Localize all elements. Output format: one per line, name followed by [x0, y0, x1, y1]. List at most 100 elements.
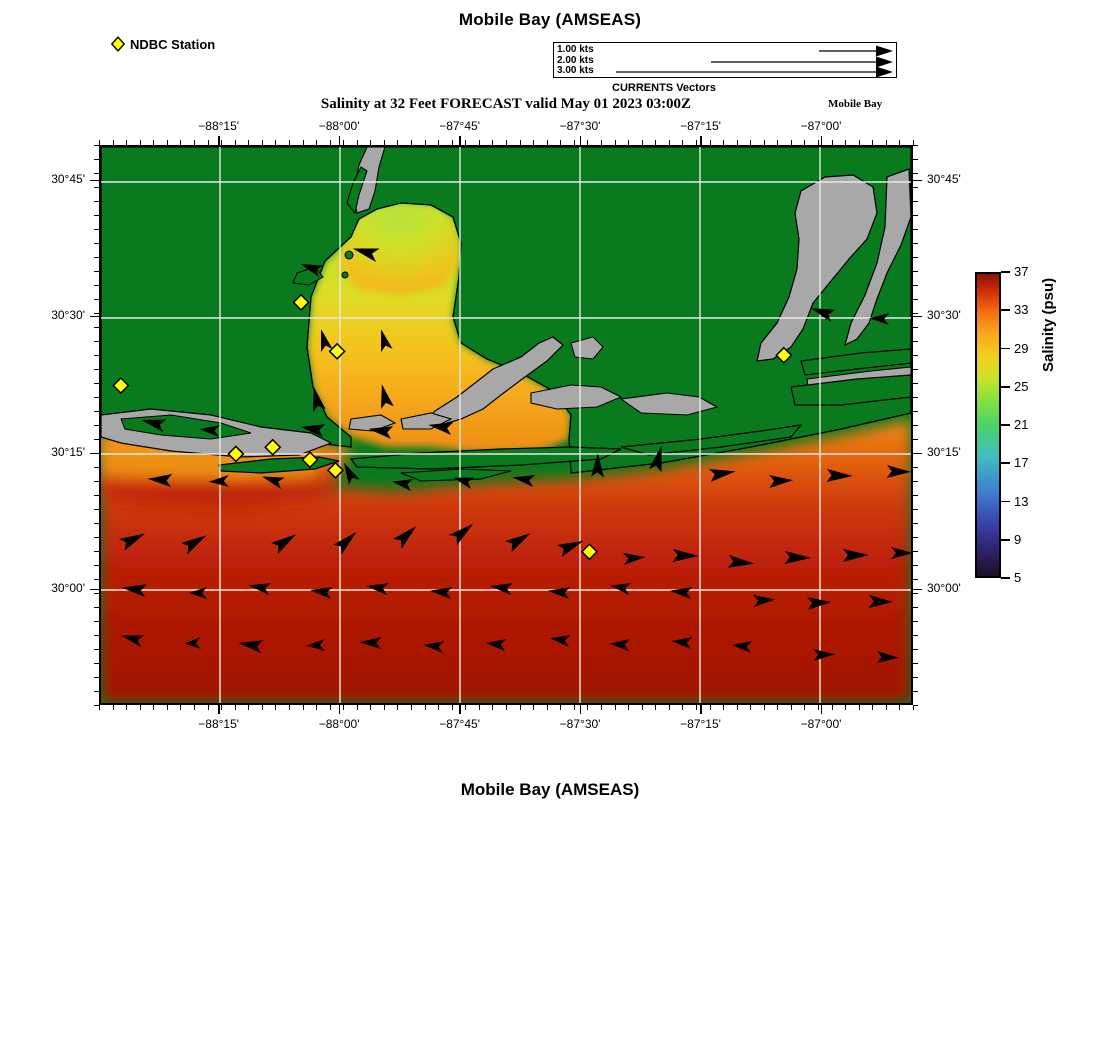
y-major-tick [90, 452, 99, 455]
x-minor-tick [329, 140, 331, 145]
y-major-tick [90, 315, 99, 318]
x-minor-tick [831, 705, 833, 710]
y-minor-tick [94, 537, 99, 538]
x-minor-tick [383, 705, 385, 710]
x-minor-tick [506, 140, 507, 145]
ndbc-station-marker[interactable] [112, 376, 130, 395]
ndbc-station-markers[interactable] [112, 293, 793, 561]
colorbar-tick-label: 17 [1014, 455, 1029, 471]
y-minor-tick [913, 495, 918, 496]
x-minor-tick [519, 705, 521, 710]
salinity-map-plot[interactable] [99, 145, 913, 705]
x-minor-tick [777, 705, 779, 710]
x-minor-tick [600, 705, 602, 710]
y-minor-tick [94, 523, 99, 524]
ndbc-station-marker[interactable] [326, 461, 345, 479]
x-minor-tick [411, 705, 413, 710]
y-minor-tick [913, 201, 918, 202]
currents-legend-label-1: 1.00 kts [557, 44, 594, 55]
y-minor-tick [913, 187, 918, 188]
y-minor-tick [913, 425, 918, 426]
x-minor-tick [818, 705, 820, 710]
x-minor-tick [790, 705, 792, 710]
ndbc-station-marker[interactable] [580, 543, 598, 561]
x-minor-tick [546, 705, 548, 710]
y-major-tick [913, 588, 922, 591]
x-minor-tick [587, 140, 589, 145]
colorbar-tick-label: 9 [1014, 531, 1022, 547]
y-minor-tick [913, 649, 918, 650]
y-minor-tick [913, 397, 918, 398]
x-minor-tick [316, 140, 318, 145]
x-minor-tick [763, 705, 765, 710]
x-minor-tick [628, 705, 630, 710]
colorbar-tick-label: 25 [1014, 378, 1029, 394]
y-minor-tick [913, 509, 918, 510]
x-minor-tick [804, 140, 806, 145]
y-minor-tick [94, 215, 99, 216]
currents-legend-caption: CURRENTS Vectors [612, 82, 716, 94]
y-axis-label: 30°15' [51, 445, 85, 459]
x-minor-tick [139, 140, 141, 145]
x-minor-tick [397, 705, 399, 710]
x-axis-label: −88°00' [318, 119, 360, 133]
ndbc-station-marker[interactable] [264, 438, 282, 456]
y-minor-tick [94, 201, 99, 202]
x-minor-tick [736, 705, 738, 710]
x-major-tick [700, 136, 702, 145]
y-minor-tick [913, 299, 918, 300]
x-minor-tick [343, 705, 345, 710]
x-axis-label: −87°15' [680, 717, 721, 731]
ndbc-station-marker[interactable] [292, 293, 310, 311]
x-minor-tick [221, 140, 223, 145]
ndbc-station-marker[interactable] [328, 342, 346, 360]
x-minor-tick [302, 705, 304, 710]
region-label: Mobile Bay [828, 98, 883, 110]
ndbc-station-marker[interactable] [775, 346, 793, 364]
colorbar: 37 33 29 25 21 17 13 9 5 [975, 264, 1028, 585]
y-minor-tick [94, 397, 99, 398]
x-minor-tick [695, 705, 697, 710]
y-minor-tick [94, 327, 99, 328]
currents-legend-label-3: 3.00 kts [557, 65, 594, 76]
y-minor-tick [913, 537, 918, 538]
y-minor-tick [94, 663, 99, 664]
currents-arrow-1 [819, 45, 893, 57]
x-minor-tick [519, 140, 521, 145]
y-axis-label: 30°15' [927, 445, 961, 459]
x-major-tick [459, 136, 461, 145]
x-major-tick [459, 705, 461, 714]
ndbc-station-marker[interactable] [301, 451, 319, 469]
x-minor-tick [383, 140, 385, 145]
y-minor-tick [94, 509, 99, 510]
y-minor-tick [913, 159, 918, 160]
y-minor-tick [94, 145, 99, 146]
x-minor-tick [166, 140, 168, 145]
x-minor-tick [614, 705, 616, 710]
x-minor-tick [723, 705, 725, 710]
y-minor-tick [94, 579, 99, 580]
colorbar-tick [1001, 500, 1010, 503]
x-minor-tick [600, 140, 602, 145]
x-minor-tick [492, 140, 494, 145]
x-minor-tick [872, 140, 874, 145]
x-major-tick [579, 705, 582, 714]
x-minor-tick [506, 705, 507, 710]
x-minor-tick [411, 140, 413, 145]
y-minor-tick [913, 271, 918, 272]
x-minor-tick [573, 140, 575, 145]
x-major-tick [700, 705, 702, 714]
x-minor-tick [750, 705, 752, 710]
ndbc-station-marker[interactable] [227, 445, 245, 463]
x-minor-tick [560, 140, 562, 145]
y-minor-tick [913, 481, 918, 482]
x-minor-tick [858, 705, 860, 710]
x-minor-tick [207, 705, 209, 710]
y-minor-tick [913, 173, 918, 174]
y-minor-tick [94, 341, 99, 342]
x-minor-tick [628, 140, 630, 145]
x-minor-tick [777, 140, 779, 145]
x-minor-tick [193, 140, 195, 145]
currents-arrow-3 [616, 66, 893, 78]
y-minor-tick [913, 565, 918, 566]
